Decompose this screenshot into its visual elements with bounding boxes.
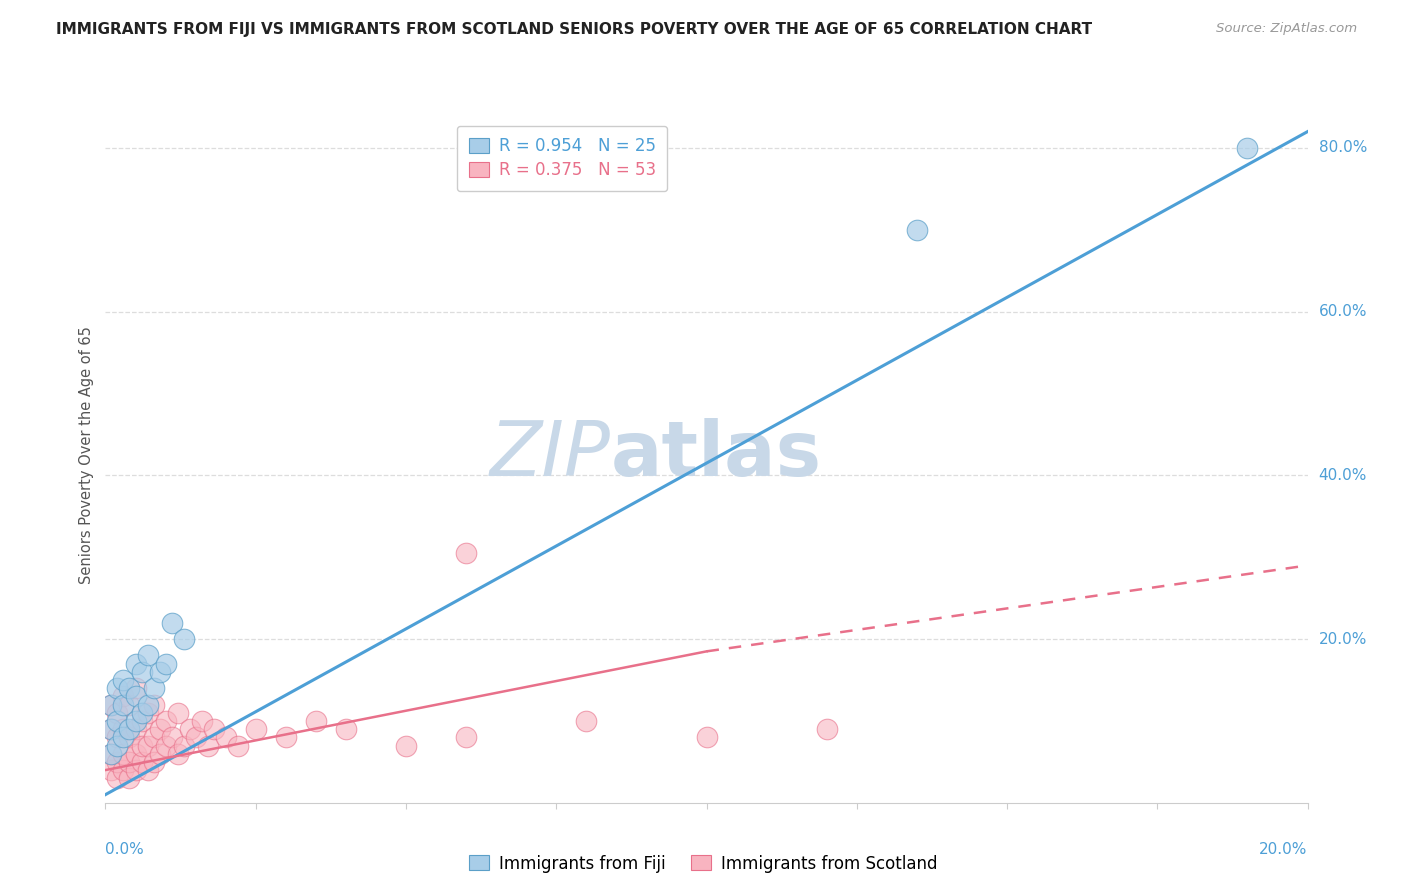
Point [166, 747, 188, 761]
Text: 60.0%: 60.0% [1319, 304, 1367, 319]
Point [696, 731, 718, 745]
Legend: R = 0.954   N = 25, R = 0.375   N = 53: R = 0.954 N = 25, R = 0.375 N = 53 [457, 126, 668, 191]
Point [100, 722, 122, 736]
Point [305, 714, 328, 728]
Point [131, 665, 153, 679]
Text: atlas: atlas [610, 418, 821, 491]
Point [107, 714, 129, 728]
Point [136, 763, 159, 777]
Point [155, 714, 177, 728]
Point [118, 771, 141, 785]
Point [184, 731, 207, 745]
Point [112, 722, 135, 736]
Text: 80.0%: 80.0% [1319, 140, 1367, 155]
Point [131, 706, 153, 720]
Point [148, 722, 170, 736]
Point [148, 747, 170, 761]
Point [124, 690, 146, 704]
Text: 0.0%: 0.0% [105, 842, 145, 856]
Point [179, 722, 201, 736]
Point [905, 223, 928, 237]
Point [100, 763, 122, 777]
Point [214, 731, 236, 745]
Legend: Immigrants from Fiji, Immigrants from Scotland: Immigrants from Fiji, Immigrants from Sc… [463, 848, 943, 880]
Point [136, 648, 159, 663]
Point [226, 739, 249, 753]
Point [100, 747, 122, 761]
Point [118, 681, 141, 696]
Point [142, 681, 165, 696]
Point [118, 698, 141, 712]
Point [131, 714, 153, 728]
Point [155, 739, 177, 753]
Point [107, 739, 129, 753]
Point [100, 722, 122, 736]
Text: 20.0%: 20.0% [1319, 632, 1367, 647]
Point [112, 763, 135, 777]
Point [575, 714, 598, 728]
Point [155, 657, 177, 671]
Point [124, 722, 146, 736]
Point [335, 722, 357, 736]
Point [112, 673, 135, 687]
Point [142, 755, 165, 769]
Point [197, 739, 219, 753]
Point [131, 739, 153, 753]
Text: IMMIGRANTS FROM FIJI VS IMMIGRANTS FROM SCOTLAND SENIORS POVERTY OVER THE AGE OF: IMMIGRANTS FROM FIJI VS IMMIGRANTS FROM … [56, 22, 1092, 37]
Point [160, 615, 183, 630]
Text: 20.0%: 20.0% [1260, 842, 1308, 856]
Point [107, 771, 129, 785]
Text: ZIP: ZIP [489, 418, 610, 491]
Point [112, 731, 135, 745]
Point [815, 722, 838, 736]
Point [100, 747, 122, 761]
Point [124, 747, 146, 761]
Point [112, 747, 135, 761]
Point [118, 731, 141, 745]
Point [395, 739, 418, 753]
Point [148, 665, 170, 679]
Point [136, 739, 159, 753]
Point [454, 546, 477, 560]
Point [124, 763, 146, 777]
Point [107, 706, 129, 720]
Point [118, 722, 141, 736]
Point [100, 698, 122, 712]
Point [100, 698, 122, 712]
Point [107, 755, 129, 769]
Point [173, 739, 195, 753]
Text: 40.0%: 40.0% [1319, 468, 1367, 483]
Point [160, 731, 183, 745]
Point [142, 731, 165, 745]
Point [190, 714, 212, 728]
Point [131, 755, 153, 769]
Point [124, 714, 146, 728]
Point [1236, 141, 1258, 155]
Point [118, 755, 141, 769]
Text: Source: ZipAtlas.com: Source: ZipAtlas.com [1216, 22, 1357, 36]
Point [112, 690, 135, 704]
Y-axis label: Seniors Poverty Over the Age of 65: Seniors Poverty Over the Age of 65 [79, 326, 94, 584]
Point [112, 698, 135, 712]
Point [124, 681, 146, 696]
Point [107, 731, 129, 745]
Point [202, 722, 225, 736]
Point [142, 698, 165, 712]
Point [245, 722, 267, 736]
Point [274, 731, 297, 745]
Point [173, 632, 195, 646]
Point [124, 657, 146, 671]
Point [107, 681, 129, 696]
Point [166, 706, 188, 720]
Point [454, 731, 477, 745]
Point [136, 698, 159, 712]
Point [136, 706, 159, 720]
